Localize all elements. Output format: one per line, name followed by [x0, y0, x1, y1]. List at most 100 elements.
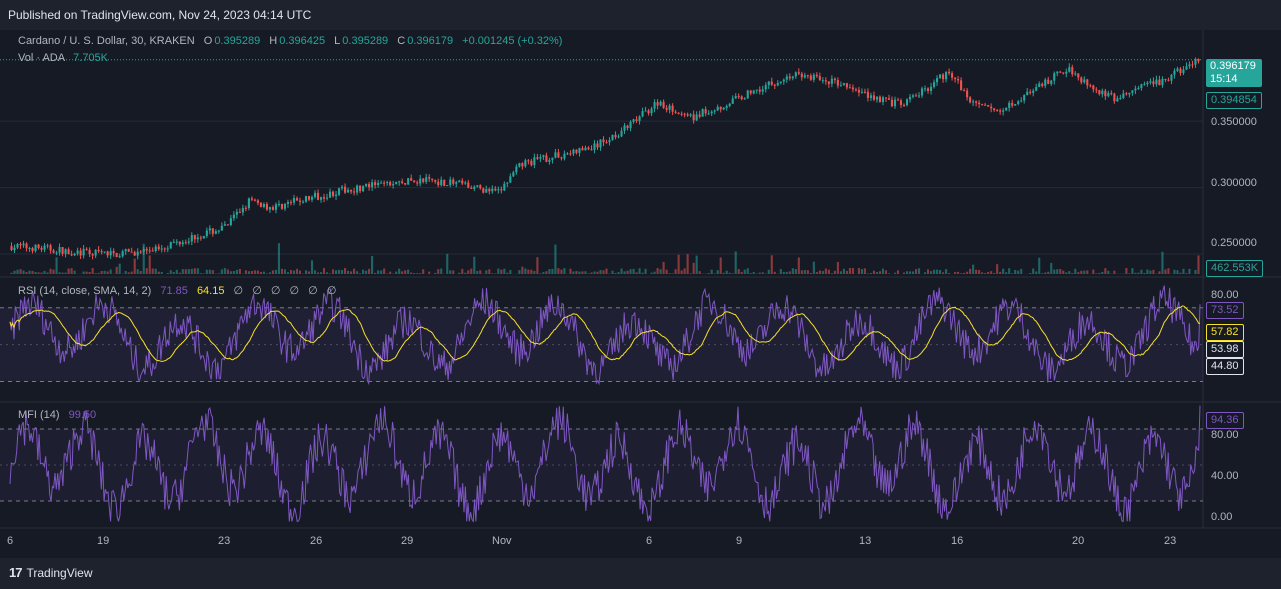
symbol-title[interactable]: Cardano / U. S. Dollar, 30, KRAKEN	[18, 35, 195, 47]
candle-body	[818, 76, 821, 81]
volume-bar	[118, 263, 121, 274]
time-tick-label: 20	[1072, 535, 1085, 547]
volume-bar	[1125, 268, 1128, 274]
time-tick-label: 9	[736, 535, 743, 547]
rsi-label[interactable]: RSI (14, close, SMA, 14, 2)	[18, 285, 152, 297]
candle-body	[277, 203, 281, 205]
mfi-label[interactable]: MFI (14)	[18, 409, 60, 421]
candle-body	[325, 197, 329, 199]
volume-bar	[136, 269, 139, 274]
candle-body	[641, 111, 644, 117]
candle-body	[452, 179, 455, 184]
candle-body	[893, 99, 897, 107]
candle-body	[1071, 67, 1074, 75]
candle-body	[887, 98, 891, 100]
volume-bar	[181, 269, 184, 274]
volume-bar	[689, 273, 692, 274]
volume-bar	[632, 268, 635, 274]
candle-countdown: 15:14	[1210, 73, 1238, 85]
volume-bar	[470, 268, 473, 274]
candle-body	[1104, 90, 1107, 97]
volume-bar	[211, 270, 214, 274]
brand-name: TradingView	[26, 565, 93, 580]
volume-bar	[533, 270, 536, 274]
volume-bar	[148, 255, 151, 274]
candle-body	[800, 73, 803, 78]
candle-body	[359, 185, 362, 192]
tradingview-logo[interactable]: 17 TradingView	[9, 565, 93, 580]
candle-body	[617, 136, 620, 138]
volume-bar	[686, 254, 689, 274]
candle-body	[404, 183, 407, 185]
candle-body	[130, 251, 133, 253]
volume-bar	[896, 270, 900, 274]
candle-body	[455, 182, 458, 184]
candle-body	[331, 191, 335, 196]
volume-label[interactable]: Vol · ADA	[18, 52, 66, 64]
volume-bar	[851, 268, 854, 274]
candle-body	[82, 248, 85, 256]
candle-body	[758, 89, 761, 92]
candle-body	[223, 224, 226, 226]
candle-body	[788, 76, 791, 79]
volume-bar	[1077, 272, 1080, 274]
volume-bar	[145, 268, 148, 274]
candle-body	[782, 79, 785, 82]
candle-body	[1107, 93, 1110, 97]
volume-bar	[190, 268, 193, 274]
volume-bar	[307, 271, 311, 274]
candle-body	[923, 88, 927, 90]
candle-body	[94, 249, 97, 256]
volume-bar	[572, 271, 575, 274]
volume-bar	[259, 271, 262, 274]
candle-body	[271, 207, 274, 210]
volume-bar	[996, 264, 999, 274]
volume-bar	[626, 270, 629, 274]
candle-body	[530, 160, 533, 166]
volume-bar	[695, 255, 698, 274]
candle-body	[133, 252, 136, 256]
volume-bar	[1005, 272, 1008, 274]
volume-bar	[1083, 270, 1086, 274]
volume-bar	[824, 268, 827, 274]
candle-body	[347, 189, 350, 193]
volume-bar	[981, 272, 984, 274]
chart-area[interactable]: Cardano / U. S. Dollar, 30, KRAKEN O 0.39…	[0, 30, 1281, 558]
volume-bar	[923, 272, 927, 274]
candle-body	[650, 108, 653, 114]
volume-bar	[812, 261, 815, 274]
volume-bar	[635, 272, 638, 274]
volume-bar	[449, 270, 452, 274]
volume-bar	[551, 268, 554, 274]
volume-bar	[596, 271, 599, 274]
mfi-legend: MFI (14) 99.50	[18, 409, 98, 421]
footer-bar: 17 TradingView	[0, 558, 1281, 589]
candle-body	[933, 82, 936, 87]
chart-canvas[interactable]	[0, 30, 1281, 558]
candle-body	[380, 182, 383, 184]
last-price-value: 0.396179	[1210, 60, 1256, 72]
volume-bar	[785, 271, 788, 274]
volume-bar	[530, 269, 533, 274]
volume-bar	[428, 271, 431, 274]
volume-bar	[169, 270, 172, 274]
candle-body	[193, 235, 196, 240]
candle-body	[1161, 78, 1164, 86]
volume-legend: Vol · ADA 7.705K	[18, 52, 110, 64]
rsi-legend: RSI (14, close, SMA, 14, 2) 71.85 64.15 …	[18, 284, 338, 297]
volume-bar	[199, 273, 202, 274]
candle-body	[743, 98, 746, 100]
volume-bar	[37, 272, 40, 274]
volume-bar	[869, 273, 872, 274]
open-value: 0.395289	[214, 35, 261, 47]
volume-bar	[142, 243, 145, 274]
candle-body	[987, 105, 990, 107]
volume-bar	[653, 271, 656, 274]
volume-bar	[722, 272, 725, 274]
candle-body	[1050, 80, 1053, 84]
volume-bar	[731, 273, 734, 274]
volume-bar	[545, 271, 548, 274]
candle-body	[401, 181, 404, 184]
candle-body	[632, 119, 635, 122]
candle-body	[307, 196, 311, 200]
